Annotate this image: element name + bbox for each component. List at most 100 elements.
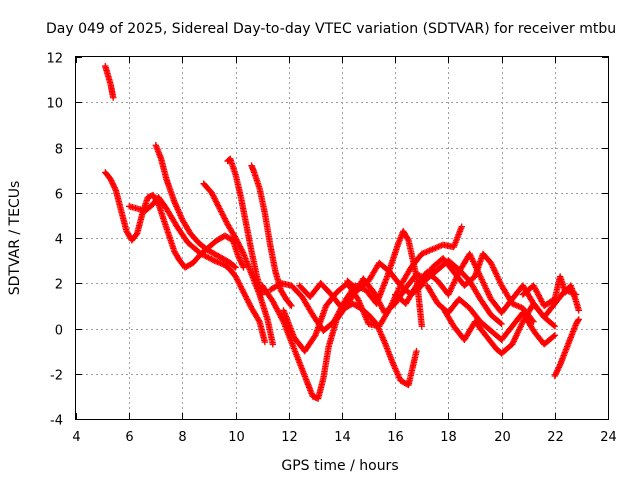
- plus-marker: [212, 198, 220, 205]
- plus-marker: [110, 181, 117, 189]
- plus-marker: [239, 262, 247, 270]
- plus-marker: [234, 277, 241, 284]
- plus-marker: [218, 209, 226, 217]
- y-tick-label: 0: [55, 324, 63, 339]
- plus-marker: [239, 249, 247, 256]
- plus-marker: [219, 211, 226, 218]
- plus-marker: [311, 333, 318, 340]
- x-tick-label: 14: [334, 430, 351, 445]
- plus-marker: [213, 199, 220, 207]
- plot-frame: [75, 56, 609, 420]
- plus-marker: [108, 177, 115, 184]
- x-tick-label: 24: [600, 430, 617, 445]
- plus-marker: [234, 239, 241, 246]
- x-tick-labels: 4 6 8 10 12 14 16 18 20 22 24: [72, 430, 616, 445]
- plus-marker: [233, 276, 241, 283]
- plus-marker: [238, 286, 246, 293]
- plus-marker: [209, 190, 216, 198]
- plus-marker: [238, 284, 245, 292]
- x-tick-label: 16: [387, 430, 404, 445]
- plus-marker: [108, 178, 116, 186]
- plus-marker: [240, 289, 247, 296]
- y-tick-label: 4: [55, 233, 63, 248]
- plus-marker: [413, 347, 420, 355]
- plus-marker: [237, 244, 244, 252]
- plus-marker: [242, 293, 249, 300]
- plus-marker: [551, 323, 558, 330]
- plus-marker: [239, 287, 247, 295]
- series-arc-15: [439, 300, 558, 357]
- plus-marker: [209, 192, 217, 199]
- plus-marker: [575, 307, 582, 314]
- plus-marker: [552, 371, 559, 378]
- plus-marker: [554, 367, 561, 374]
- chart-title: Day 049 of 2025, Sidereal Day-to-day VTE…: [46, 21, 616, 37]
- plus-marker: [279, 317, 286, 324]
- plus-marker: [236, 255, 243, 263]
- plus-marker: [235, 252, 242, 260]
- plus-marker: [214, 201, 221, 208]
- plus-marker: [240, 264, 247, 271]
- plus-marker: [244, 296, 251, 303]
- plus-marker: [233, 236, 240, 243]
- plus-marker: [288, 302, 295, 310]
- series-arc-4: [152, 142, 239, 271]
- plus-marker: [235, 279, 242, 286]
- series-arc-17: [551, 316, 582, 380]
- x-tick-label: 10: [228, 430, 245, 445]
- plus-marker: [246, 302, 254, 309]
- plus-marker: [555, 364, 562, 371]
- plus-marker: [239, 261, 246, 268]
- plus-marker: [236, 281, 244, 289]
- plus-marker: [110, 183, 118, 190]
- plus-marker: [498, 320, 505, 328]
- plus-marker: [574, 317, 582, 324]
- plus-marker: [246, 300, 253, 308]
- series-arc-1: [102, 62, 117, 101]
- x-tick-label: 22: [547, 430, 564, 445]
- x-tick-label: 6: [125, 430, 133, 445]
- plus-marker: [210, 193, 218, 201]
- plus-marker: [550, 333, 557, 340]
- plus-marker: [221, 215, 228, 222]
- plus-marker: [269, 341, 277, 348]
- plus-marker: [552, 369, 560, 377]
- plus-marker: [241, 291, 249, 299]
- plus-marker: [211, 195, 218, 202]
- plus-marker: [238, 246, 245, 253]
- plus-marker: [111, 184, 118, 191]
- plus-marker: [222, 218, 230, 225]
- series-arc-5: [200, 180, 277, 348]
- plus-marker: [231, 263, 238, 270]
- plus-marker: [209, 256, 217, 264]
- plus-marker: [259, 291, 266, 298]
- plus-marker: [245, 299, 252, 306]
- plus-marker: [237, 258, 245, 265]
- y-tick-label: -4: [50, 414, 63, 429]
- plus-marker: [551, 372, 558, 380]
- plus-marker: [238, 247, 246, 255]
- plus-marker: [244, 297, 252, 305]
- plus-marker: [237, 283, 244, 290]
- series-arc-7: [248, 162, 295, 310]
- plus-marker: [238, 259, 245, 267]
- plus-marker: [575, 316, 582, 323]
- plus-marker: [220, 214, 228, 221]
- plus-marker: [222, 216, 229, 224]
- plus-marker: [212, 196, 219, 204]
- y-tick-labels: -4 -2 0 2 4 6 8 10 12: [46, 52, 63, 429]
- plus-marker: [112, 185, 119, 193]
- y-tick-label: 12: [46, 52, 63, 67]
- grid-lines: [76, 57, 608, 419]
- plus-marker: [232, 273, 239, 280]
- series-arc-16: [519, 273, 582, 314]
- plus-marker: [556, 362, 563, 370]
- plus-marker: [236, 280, 243, 287]
- plus-marker: [107, 175, 114, 183]
- plus-marker: [553, 368, 560, 375]
- series-arc-6: [224, 155, 266, 298]
- plus-marker: [236, 241, 243, 249]
- y-tick-label: 8: [55, 143, 63, 158]
- plus-marker: [241, 290, 248, 297]
